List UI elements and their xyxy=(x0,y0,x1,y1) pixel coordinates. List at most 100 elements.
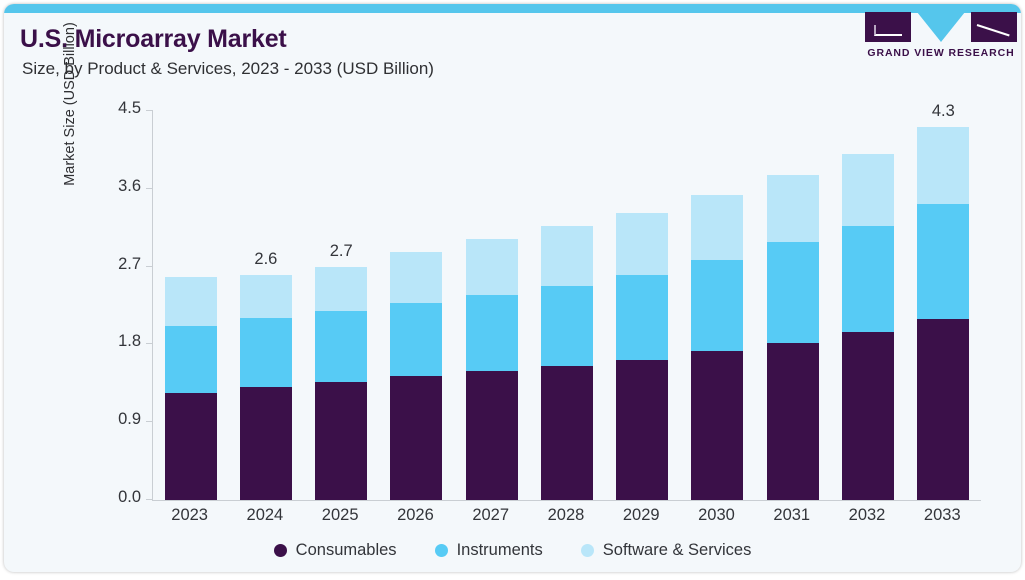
y-axis-title: Market Size (USD Billion) xyxy=(62,22,78,186)
y-axis-tick-mark xyxy=(146,110,153,111)
bar-segment[interactable] xyxy=(164,277,217,327)
legend-label: Instruments xyxy=(456,541,543,559)
bar-segment[interactable] xyxy=(465,295,518,372)
bar-segment[interactable] xyxy=(164,326,217,393)
y-axis-tick: 4.5 xyxy=(101,99,153,117)
bar-segment[interactable] xyxy=(239,386,292,500)
bar-column[interactable] xyxy=(766,111,819,500)
y-axis-tick-mark xyxy=(146,265,153,267)
bar-segment[interactable] xyxy=(842,154,895,226)
logo-r-icon xyxy=(971,12,1017,42)
logo-g-icon xyxy=(865,12,911,42)
bar-value-label: 2.6 xyxy=(254,250,278,269)
bar-column[interactable]: 2.6 xyxy=(239,111,292,500)
bar-column[interactable] xyxy=(616,111,669,500)
bar-segment[interactable] xyxy=(917,127,970,205)
bar-segment[interactable] xyxy=(917,319,970,500)
bar-segment[interactable] xyxy=(315,310,368,382)
x-axis-tick-label: 2023 xyxy=(171,506,208,524)
bar-segment[interactable] xyxy=(842,332,895,500)
bar-group: 2.6 2.7 4.3 xyxy=(153,102,981,500)
page-title: U.S. Microarray Market xyxy=(20,25,287,53)
bar-segment[interactable] xyxy=(315,266,368,311)
y-axis-tick-mark xyxy=(146,499,153,500)
bar-segment[interactable] xyxy=(616,275,669,360)
bar-segment[interactable] xyxy=(465,371,518,500)
bar-segment[interactable] xyxy=(540,366,593,500)
chart-card: U.S. Microarray Market Size, by Product … xyxy=(4,4,1021,572)
logo-marks xyxy=(865,12,1017,42)
bar-segment[interactable] xyxy=(465,238,518,296)
bar-segment[interactable] xyxy=(917,204,970,320)
x-axis-tick-label: 2028 xyxy=(547,506,585,524)
bar-segment[interactable] xyxy=(616,359,669,500)
y-axis-tick-label: 2.7 xyxy=(118,254,141,273)
bar-segment[interactable] xyxy=(691,194,744,260)
bar-segment[interactable] xyxy=(616,213,669,276)
top-accent-bar xyxy=(4,4,1021,13)
bar-column[interactable] xyxy=(540,111,593,500)
legend-label: Software & Services xyxy=(602,541,752,559)
bar-segment[interactable] xyxy=(390,251,443,303)
logo-text: GRAND VIEW RESEARCH xyxy=(867,47,1015,59)
brand-logo: GRAND VIEW RESEARCH xyxy=(865,12,1017,59)
plot-canvas: 2.6 2.7 4.3 0.0 0.9 1.8 2.7 3.6 4.5 xyxy=(118,99,981,506)
x-axis-labels: 2023 2024 2025 2026 2027 2028 2029 2030 2031 2032… xyxy=(152,506,980,525)
legend-swatch-icon xyxy=(434,544,448,557)
bar-column[interactable] xyxy=(465,111,518,500)
bar-segment[interactable] xyxy=(390,376,443,500)
bar-segment[interactable] xyxy=(766,342,819,500)
bar-segment[interactable] xyxy=(540,225,593,286)
chart-legend: Consumables Instruments Software & Service… xyxy=(4,541,1021,560)
legend-item[interactable]: Instruments xyxy=(434,541,543,560)
x-axis-tick-label: 2029 xyxy=(622,506,660,524)
bar-segment[interactable] xyxy=(239,317,292,387)
legend-item[interactable]: Consumables xyxy=(273,541,397,560)
y-axis-tick-label: 4.5 xyxy=(118,99,141,117)
chart-header: U.S. Microarray Market Size, by Product … xyxy=(20,24,1005,90)
bar-segment[interactable] xyxy=(239,275,292,318)
legend-swatch-icon xyxy=(273,544,287,557)
bar-column[interactable] xyxy=(691,111,744,500)
x-axis-tick-label: 2024 xyxy=(246,506,284,524)
bar-segment[interactable] xyxy=(691,351,744,500)
bar-segment[interactable] xyxy=(766,242,819,343)
y-axis-tick-mark xyxy=(146,343,153,345)
legend-item[interactable]: Software & Services xyxy=(580,541,752,560)
legend-label: Consumables xyxy=(295,541,397,559)
y-axis-tick-label: 0.9 xyxy=(118,410,141,429)
page-subtitle: Size, by Product & Services, 2023 - 2033… xyxy=(22,59,434,78)
plot-area: Market Size (USD Billion) 2.6 2.7 4.3 0.0 0… xyxy=(4,22,1021,572)
bar-segment[interactable] xyxy=(164,392,217,500)
bar-segment[interactable] xyxy=(390,302,443,377)
x-axis-tick-label: 2027 xyxy=(472,506,510,524)
y-axis-tick: 0.0 xyxy=(101,488,153,506)
bar-segment[interactable] xyxy=(315,381,368,500)
y-axis-tick-label: 3.6 xyxy=(118,176,141,195)
x-axis-tick-label: 2025 xyxy=(321,506,359,524)
x-axis-tick-label: 2026 xyxy=(397,506,434,524)
y-axis-tick-label: 1.8 xyxy=(118,332,141,351)
bar-segment[interactable] xyxy=(766,174,819,243)
bar-column[interactable]: 4.3 xyxy=(917,102,970,500)
bar-segment[interactable] xyxy=(691,259,744,352)
bar-column[interactable] xyxy=(390,111,443,500)
y-axis-tick-mark xyxy=(146,421,153,423)
bar-column[interactable]: 2.7 xyxy=(315,111,368,500)
x-axis-tick-label: 2033 xyxy=(923,506,961,524)
legend-swatch-icon xyxy=(580,544,594,557)
y-axis-tick: 0.9 xyxy=(101,410,153,428)
y-axis-tick: 1.8 xyxy=(101,332,153,350)
y-axis-tick-mark xyxy=(146,187,153,189)
bar-value-label: 2.7 xyxy=(329,241,353,260)
bar-segment[interactable] xyxy=(842,226,895,333)
y-axis-tick: 2.7 xyxy=(101,255,153,273)
bar-column[interactable] xyxy=(842,111,895,500)
bar-column[interactable] xyxy=(164,111,217,500)
bar-value-label: 4.3 xyxy=(931,102,955,121)
x-axis-tick-label: 2031 xyxy=(773,506,811,524)
bar-segment[interactable] xyxy=(540,285,593,367)
logo-v-triangle-icon xyxy=(917,12,965,42)
x-axis-tick-label: 2032 xyxy=(848,506,886,524)
y-axis-tick: 3.6 xyxy=(101,177,153,195)
